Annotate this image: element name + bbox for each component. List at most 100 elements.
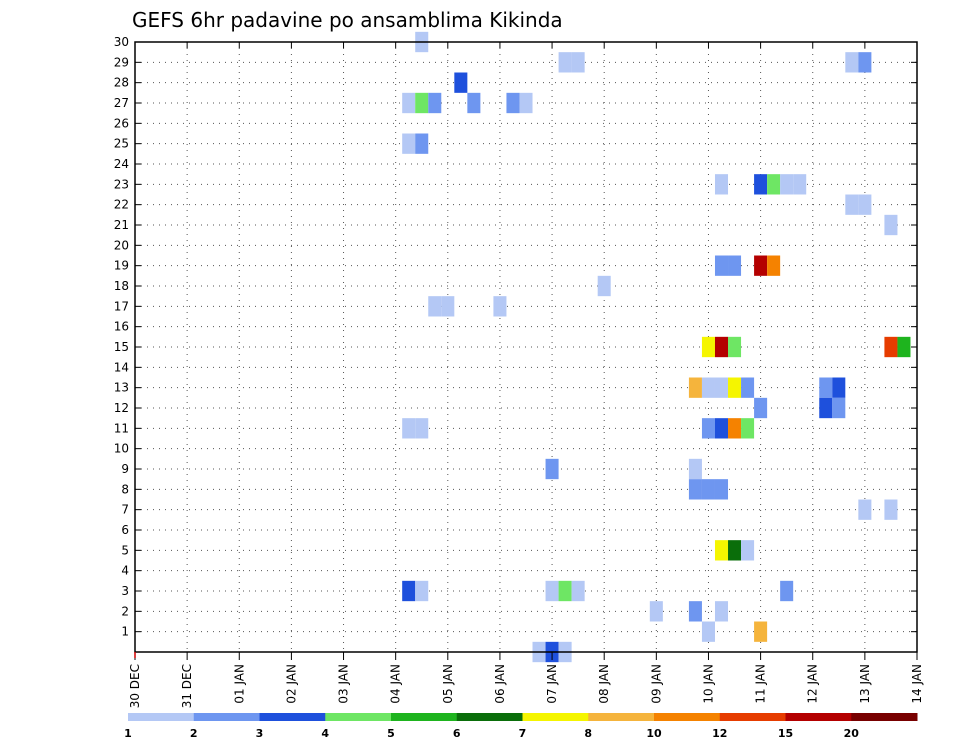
- x-tick-label: 04 JAN: [389, 664, 403, 704]
- heatmap-cell: [428, 92, 442, 114]
- y-axis-ticks: 1234567891011121314151617181920212223242…: [114, 35, 917, 639]
- heatmap-cell: [819, 397, 833, 419]
- heatmap-cell: [571, 52, 585, 73]
- y-tick-label: 8: [121, 482, 129, 496]
- y-tick-label: 16: [114, 320, 129, 334]
- heatmap-cell: [428, 296, 442, 317]
- colorbar-label: 3: [256, 727, 264, 740]
- heatmap-cell: [780, 174, 794, 195]
- colorbar-segment: [391, 713, 458, 721]
- x-tick-label: 06 JAN: [493, 664, 507, 704]
- colorbar: 1 2 3 4 5 6 7 8 10 12 15 20: [124, 713, 918, 740]
- x-tick-label: 14 JAN: [910, 664, 924, 704]
- heatmap-cell: [714, 377, 729, 398]
- heatmap-cell: [714, 174, 729, 195]
- heatmap-cell: [688, 601, 702, 622]
- colorbar-label: 10: [646, 727, 662, 740]
- y-tick-label: 7: [121, 503, 129, 517]
- heatmap-cell: [767, 255, 781, 276]
- y-tick-label: 29: [114, 55, 129, 69]
- colorbar-segment: [588, 713, 655, 721]
- x-tick-label: 05 JAN: [441, 664, 455, 704]
- x-tick-label: 02 JAN: [284, 664, 298, 704]
- x-axis-ticks: 30 DEC 31 DEC 01 JAN 02 JAN 03 JAN 04 JAN 05 J…: [128, 42, 924, 708]
- heatmap-cell: [402, 92, 416, 114]
- heatmap-cell: [845, 52, 859, 73]
- grid: [135, 42, 917, 652]
- heatmap-cell: [714, 479, 729, 500]
- heatmap-cell: [858, 499, 872, 520]
- heatmap-cell: [884, 214, 898, 236]
- y-tick-label: 12: [114, 401, 129, 415]
- heatmap-cell: [545, 458, 559, 480]
- y-tick-label: 13: [114, 381, 129, 395]
- colorbar-segment: [325, 713, 392, 721]
- heatmap-cell: [832, 377, 846, 398]
- x-tick-label: 13 JAN: [858, 664, 872, 704]
- heatmap-cell: [754, 621, 768, 642]
- y-tick-label: 3: [121, 584, 129, 598]
- y-tick-label: 28: [114, 76, 129, 90]
- heatmap-cell: [415, 133, 429, 154]
- heatmap-cell: [714, 418, 729, 439]
- y-tick-label: 5: [121, 543, 129, 557]
- heatmap-cell: [649, 601, 663, 622]
- y-tick-label: 26: [114, 116, 129, 130]
- colorbar-label: 2: [190, 727, 198, 740]
- x-tick-label: 03 JAN: [337, 664, 351, 704]
- x-tick-label: 30 DEC: [128, 664, 142, 708]
- heatmap-cell: [558, 52, 572, 73]
- colorbar-label: 12: [712, 727, 727, 740]
- y-tick-label: 2: [121, 604, 129, 618]
- heatmap-cell: [819, 377, 833, 398]
- colorbar-label: 15: [778, 727, 793, 740]
- y-tick-label: 21: [114, 218, 129, 232]
- x-tick-label: 01 JAN: [232, 664, 246, 704]
- heatmap-cell: [454, 72, 468, 93]
- y-tick-label: 9: [121, 462, 129, 476]
- heatmap-cell: [832, 397, 846, 419]
- colorbar-segment: [456, 713, 523, 721]
- heatmap-cell: [884, 499, 898, 520]
- y-tick-label: 6: [121, 523, 129, 537]
- y-tick-label: 22: [114, 198, 129, 212]
- y-tick-label: 19: [114, 259, 129, 273]
- heatmap-cell: [519, 92, 533, 114]
- y-tick-label: 30: [114, 35, 129, 49]
- colorbar-segment: [785, 713, 852, 721]
- y-tick-label: 25: [114, 137, 129, 151]
- heatmap-cell: [767, 174, 781, 195]
- heatmap-cell: [728, 336, 742, 358]
- heatmap-cell: [688, 479, 702, 500]
- heatmap-cells: [402, 31, 911, 663]
- y-tick-label: 1: [121, 625, 129, 639]
- heatmap-cell: [714, 601, 729, 622]
- colorbar-segment: [193, 713, 260, 721]
- heatmap-cell: [688, 458, 702, 480]
- heatmap-cell: [467, 92, 481, 114]
- y-tick-label: 17: [114, 299, 129, 313]
- colorbar-label: 6: [453, 727, 461, 740]
- heatmap-cell: [741, 377, 755, 398]
- y-tick-label: 10: [114, 442, 129, 456]
- heatmap-cell: [701, 479, 715, 500]
- y-tick-label: 18: [114, 279, 129, 293]
- y-tick-label: 24: [114, 157, 129, 171]
- heatmap-cell: [571, 580, 585, 602]
- heatmap-cell: [714, 336, 729, 358]
- heatmap-cell: [780, 580, 794, 602]
- colorbar-segment: [128, 713, 195, 721]
- heatmap-cell: [701, 621, 715, 642]
- heatmap-cell: [415, 418, 429, 439]
- heatmap-cell: [754, 174, 768, 195]
- colorbar-label: 5: [387, 727, 395, 740]
- heatmap-cell: [741, 418, 755, 439]
- heatmap-cell: [728, 255, 742, 276]
- heatmap-cell: [845, 194, 859, 215]
- colorbar-segment: [259, 713, 326, 721]
- heatmap-cell: [897, 336, 911, 358]
- y-tick-label: 27: [114, 96, 129, 110]
- heatmap-cell: [402, 580, 416, 602]
- heatmap-cell: [858, 194, 872, 215]
